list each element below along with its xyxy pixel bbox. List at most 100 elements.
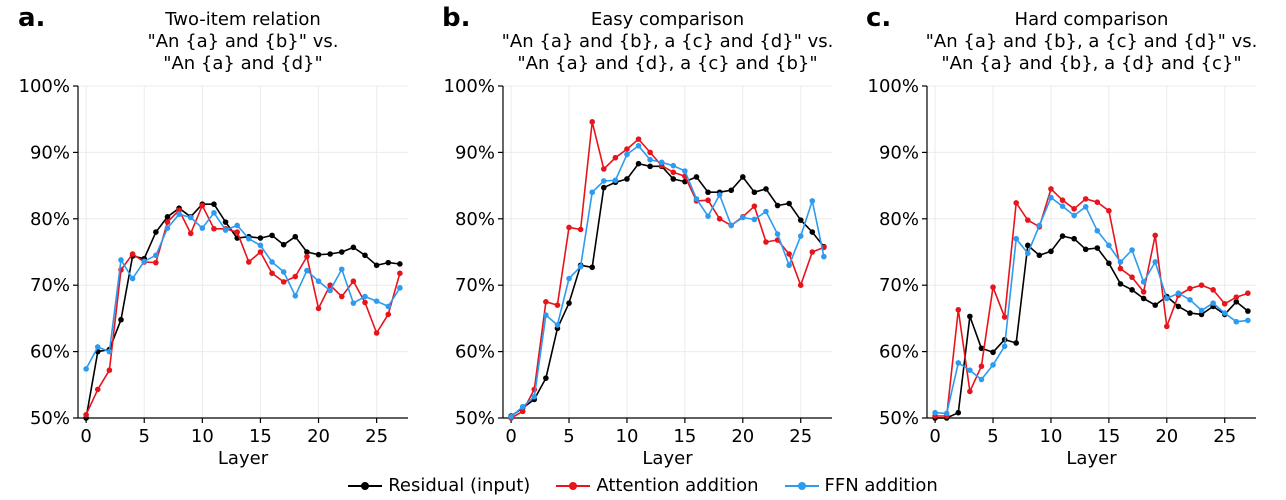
data-point-residual: [304, 249, 310, 255]
y-tick-label: 50%: [30, 408, 70, 429]
data-point-ffn: [1082, 204, 1089, 210]
data-point-residual: [211, 201, 217, 207]
data-point-attention: [1001, 314, 1008, 320]
data-point-ffn: [1048, 194, 1054, 201]
data-point-attention: [269, 270, 275, 277]
data-point-ffn: [1140, 279, 1147, 285]
y-tick-label: 60%: [30, 342, 70, 363]
x-tick-label: 25: [1213, 426, 1236, 447]
data-point-ffn: [728, 222, 735, 229]
chart-title-line: "An {a} and {b}, a {c} and {d}" vs.: [502, 31, 834, 52]
data-point-ffn: [1233, 318, 1240, 325]
data-point-ffn: [705, 213, 711, 219]
data-point-ffn: [508, 413, 514, 420]
data-point-residual: [269, 232, 275, 239]
x-tick-label: 15: [1097, 426, 1120, 447]
x-tick-label: 20: [307, 426, 330, 447]
chart-panel-b: b. Easy comparison"An {a} and {b}, a {c} …: [442, 3, 833, 469]
data-point-ffn: [978, 376, 985, 383]
data-point-ffn: [600, 178, 607, 184]
data-point-ffn: [589, 189, 596, 196]
data-point-residual: [118, 316, 124, 323]
y-tick-label: 90%: [879, 142, 919, 163]
data-point-ffn: [566, 275, 572, 282]
data-point-ffn: [624, 151, 630, 158]
data-point-residual: [1106, 260, 1112, 267]
chart-title-line: "An {a} and {d}": [163, 53, 323, 74]
data-point-attention: [1024, 217, 1031, 223]
data-point-residual: [1140, 295, 1147, 302]
x-axis-label: Layer: [642, 448, 693, 469]
chart-title-line: "An {a} and {b}, a {d} and {c}": [941, 53, 1241, 74]
data-point-attention: [600, 166, 607, 172]
series-residual: [932, 233, 1251, 421]
x-tick-label: 5: [987, 426, 998, 447]
series-line-ffn: [935, 196, 1248, 415]
data-point-residual: [222, 219, 229, 225]
data-point-residual: [362, 252, 368, 259]
data-point-ffn: [1187, 297, 1193, 303]
data-point-residual: [1187, 310, 1193, 316]
data-point-attention: [990, 284, 996, 290]
data-point-ffn: [176, 211, 182, 217]
data-point-residual: [164, 214, 171, 220]
data-point-attention: [385, 311, 392, 318]
data-point-ffn: [362, 293, 368, 300]
data-point-ffn: [1117, 259, 1124, 265]
data-point-ffn: [1036, 222, 1043, 229]
data-point-residual: [955, 409, 962, 416]
series-ffn: [83, 210, 403, 372]
data-point-residual: [635, 160, 642, 167]
data-point-ffn: [315, 278, 322, 285]
data-point-attention: [1048, 186, 1054, 192]
y-tick-label: 100%: [19, 76, 70, 97]
data-point-ffn: [519, 403, 526, 410]
legend-item-attention: Attention addition: [556, 475, 759, 496]
series-line-attention: [935, 188, 1249, 417]
series-ffn: [932, 194, 1251, 417]
data-point-residual: [385, 259, 392, 266]
data-point-ffn: [94, 344, 101, 350]
y-tick-label: 80%: [30, 209, 70, 230]
data-point-attention: [1117, 265, 1124, 272]
data-point-attention: [624, 146, 630, 152]
x-tick-label: 0: [505, 426, 516, 447]
data-point-ffn: [531, 393, 538, 400]
data-point-residual: [1129, 287, 1135, 293]
data-point-residual: [1024, 242, 1031, 249]
series-line-attention: [510, 121, 825, 419]
data-point-ffn: [304, 267, 310, 274]
data-point-ffn: [739, 214, 746, 221]
data-point-ffn: [1129, 247, 1135, 253]
series-attention: [932, 186, 1251, 419]
x-tick-label: 10: [1040, 426, 1063, 447]
data-point-residual: [589, 264, 596, 271]
y-tick-label: 70%: [879, 275, 919, 296]
data-point-attention: [106, 367, 113, 373]
data-point-attention: [1187, 285, 1193, 292]
chart-panel-c: c. Hard comparison"An {a} and {b}, a {c} …: [866, 3, 1257, 469]
data-point-ffn: [797, 233, 804, 239]
data-point-residual: [693, 174, 700, 180]
data-point-attention: [1152, 232, 1159, 239]
panel-letter: c.: [866, 3, 891, 33]
x-axis-label: Layer: [1066, 448, 1117, 469]
data-point-ffn: [682, 168, 688, 174]
data-point-attention: [292, 273, 299, 280]
data-point-attention: [315, 305, 322, 312]
series-line-residual: [510, 162, 825, 417]
data-point-residual: [967, 313, 973, 320]
x-axis-label: Layer: [218, 448, 269, 469]
data-point-residual: [153, 229, 159, 235]
data-point-residual: [670, 176, 677, 182]
data-point-ffn: [385, 303, 392, 310]
data-point-residual: [647, 163, 653, 170]
data-point-residual: [543, 375, 549, 381]
data-point-ffn: [118, 257, 124, 263]
data-point-ffn: [693, 196, 700, 202]
data-point-residual: [1082, 246, 1089, 253]
y-tick-label: 60%: [879, 342, 919, 363]
data-point-residual: [705, 189, 711, 196]
data-point-attention: [1233, 294, 1240, 300]
data-point-attention: [797, 282, 804, 289]
